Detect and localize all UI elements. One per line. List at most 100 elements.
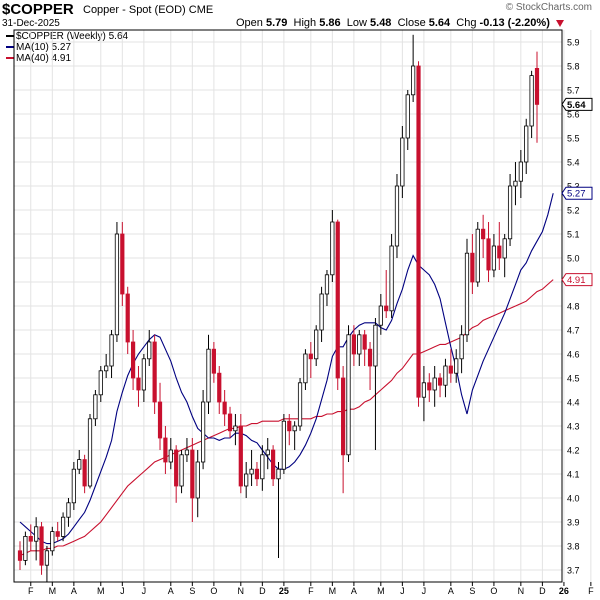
- ohlc-readout: Open 5.79 High 5.86 Low 5.48 Close 5.64 …: [236, 17, 564, 29]
- y-tick-label: 5.5: [567, 134, 580, 144]
- candle: [195, 450, 200, 518]
- candle: [502, 234, 507, 278]
- candle: [125, 286, 130, 354]
- axes: 3.73.83.94.04.14.24.34.44.54.64.74.84.95…: [13, 29, 594, 596]
- candle-body: [23, 536, 28, 561]
- candle-body: [260, 454, 265, 480]
- candle: [357, 330, 362, 366]
- candle-body: [157, 401, 163, 439]
- candle-body: [39, 526, 44, 566]
- x-tick-label: 25: [279, 586, 289, 596]
- candle: [351, 325, 356, 366]
- x-tick-label: M: [329, 586, 337, 596]
- candle: [378, 294, 383, 335]
- y-tick-label: 4.0: [567, 494, 580, 504]
- candle: [513, 162, 518, 206]
- y-tick-label: 4.4: [567, 398, 580, 408]
- candle: [303, 349, 308, 390]
- candle-body: [324, 274, 330, 295]
- candle: [211, 342, 216, 383]
- y-tick-label: 4.3: [567, 422, 580, 432]
- x-tick-label: J: [120, 586, 125, 596]
- price-tag-ma40: 4.91: [561, 273, 593, 286]
- candle-body: [265, 449, 270, 456]
- candle-body: [513, 180, 518, 187]
- legend-price: $COPPER (Weekly) 5.64: [6, 31, 128, 42]
- candle: [217, 366, 222, 414]
- price-tag-box: [561, 186, 593, 200]
- x-tick-label: S: [189, 586, 195, 596]
- y-tick-label: 3.9: [567, 518, 580, 528]
- candle-body: [314, 329, 319, 360]
- candle-body: [411, 65, 416, 96]
- candle-body: [163, 437, 168, 463]
- plot-frame: [13, 29, 563, 583]
- legend-swatch-ma10: [6, 46, 14, 49]
- candle-body: [486, 238, 491, 271]
- chart-subtitle: Copper - Spot (EOD) CME: [83, 4, 214, 16]
- x-tick-label: J: [422, 586, 427, 596]
- candle: [77, 450, 82, 474]
- candle-body: [292, 425, 297, 432]
- candle: [524, 118, 529, 174]
- candle: [470, 234, 475, 294]
- candle: [373, 318, 378, 450]
- x-tick-label: J: [142, 586, 147, 596]
- chart-title: $COPPER: [2, 1, 74, 18]
- x-tick-label: 26: [559, 586, 569, 596]
- candle: [437, 373, 443, 398]
- x-tick-label: J: [400, 586, 405, 596]
- y-tick-label: 5.3: [567, 182, 580, 192]
- candle: [308, 342, 313, 378]
- candle-body: [491, 245, 497, 271]
- candle: [141, 354, 146, 402]
- y-tick-label: 4.6: [567, 350, 580, 360]
- candle-body: [357, 334, 362, 355]
- candle-body: [432, 377, 437, 391]
- candle-body: [351, 334, 356, 355]
- price-tag-box: [561, 97, 593, 111]
- candle-body: [341, 377, 346, 456]
- candle: [276, 462, 281, 558]
- candle: [71, 462, 76, 510]
- candle-body: [17, 550, 23, 561]
- legend-ma10: MA(10) 5.27: [6, 42, 71, 53]
- candle: [335, 219, 340, 390]
- ma10-layer: [19, 193, 554, 545]
- candle: [389, 234, 394, 318]
- candle-body: [244, 473, 249, 487]
- candle: [82, 454, 87, 494]
- candle-body: [254, 468, 260, 480]
- candle: [529, 70, 534, 138]
- candle-body: [168, 449, 173, 463]
- candle-body: [217, 372, 222, 403]
- open-label: Open: [236, 17, 263, 29]
- price-tag-label: 4.91: [567, 275, 586, 286]
- y-tick-label: 5.0: [567, 254, 580, 264]
- candle-body: [281, 420, 286, 470]
- candle: [314, 325, 319, 366]
- ma40-line: [19, 279, 554, 557]
- candle-body: [378, 305, 383, 326]
- candle-body: [271, 449, 276, 480]
- price-tag-label: 5.27: [567, 189, 586, 200]
- candle-body: [71, 468, 76, 504]
- candle-body: [50, 531, 55, 552]
- candle-body: [249, 468, 254, 475]
- candle: [481, 214, 486, 258]
- ma10-line: [19, 193, 554, 545]
- candle: [168, 438, 173, 470]
- x-tick-label: F: [28, 586, 34, 596]
- candle: [281, 414, 286, 474]
- candle-body: [125, 293, 130, 343]
- down-triangle-icon: [555, 19, 564, 27]
- x-tick-label: D: [539, 586, 546, 596]
- y-tick-label: 5.6: [567, 110, 580, 120]
- candle-body: [120, 233, 125, 295]
- candle-body: [87, 418, 93, 487]
- candle-body: [394, 185, 400, 247]
- candle-body: [421, 382, 427, 398]
- watermark: © StockCharts.com: [505, 2, 592, 13]
- candle: [190, 438, 195, 522]
- close-label: Close: [397, 17, 426, 29]
